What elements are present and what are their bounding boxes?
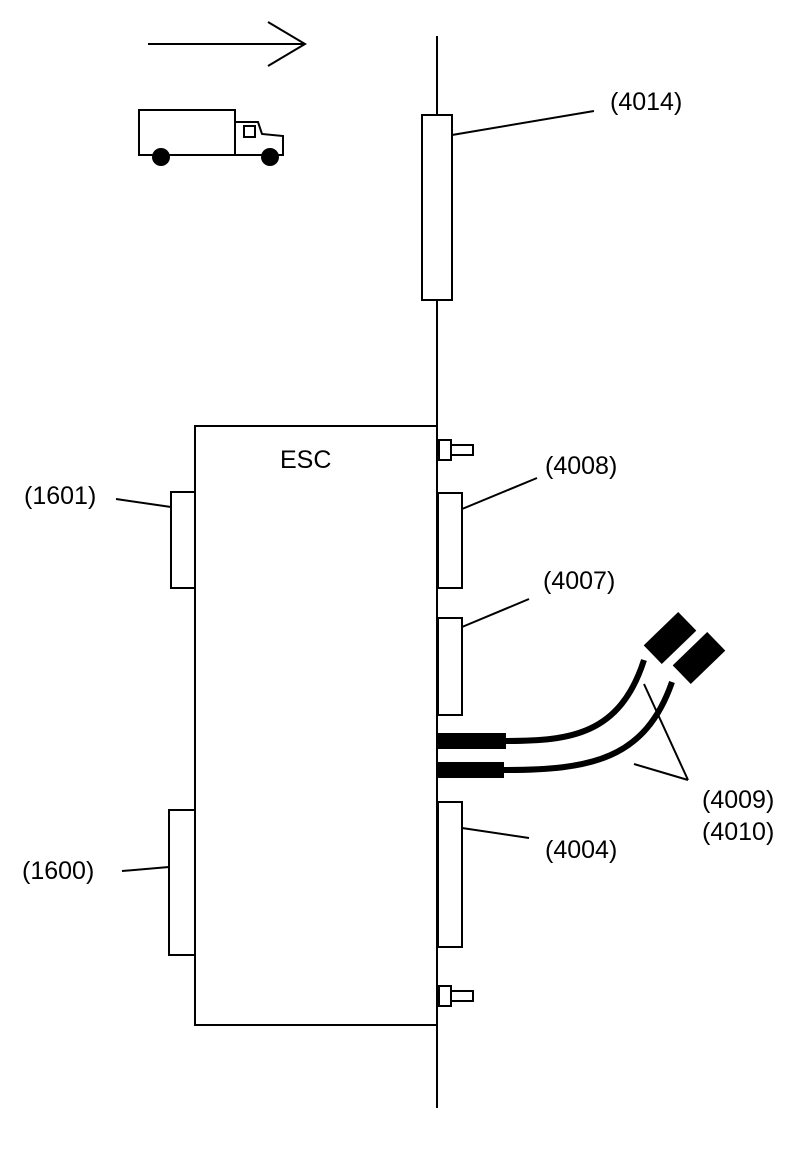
cable-4009 (438, 611, 697, 749)
leader-4009-a (643, 683, 689, 781)
connector-4007 (437, 617, 463, 716)
leader-4007 (461, 598, 530, 628)
arrow-right-icon (148, 21, 307, 67)
truck-icon (138, 109, 284, 166)
leader-4009-b (633, 763, 689, 781)
cable-4010 (438, 631, 726, 778)
label-4014: (4014) (610, 88, 682, 116)
label-4007: (4007) (543, 567, 615, 595)
connector-4008 (437, 492, 463, 589)
leader-1601 (115, 498, 172, 508)
connector-1601 (170, 491, 196, 589)
label-1601: (1601) (24, 482, 96, 510)
label-4010: (4010) (702, 818, 774, 846)
label-4009: (4009) (702, 786, 774, 814)
label-1600: (1600) (22, 857, 94, 885)
bolt-icon (438, 985, 474, 1007)
bolt-icon (438, 439, 474, 461)
leader-1600 (121, 866, 170, 872)
esc-label: ESC (280, 446, 331, 474)
label-4004: (4004) (545, 836, 617, 864)
connector-1600 (168, 809, 196, 956)
component-4014 (421, 114, 453, 301)
connector-4004 (437, 801, 463, 948)
leader-4004 (461, 827, 530, 839)
leader-4008 (461, 477, 538, 510)
leader-4014 (451, 110, 595, 136)
esc-housing (194, 425, 438, 1026)
label-4008: (4008) (545, 452, 617, 480)
